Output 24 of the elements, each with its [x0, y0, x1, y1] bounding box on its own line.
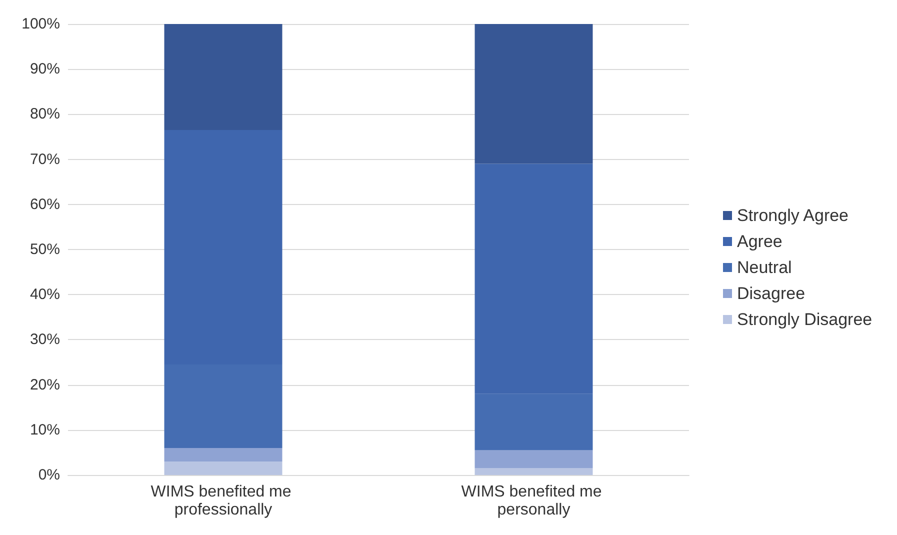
y-tick-label: 40%	[30, 286, 60, 304]
bar	[164, 448, 282, 462]
bar	[164, 461, 282, 475]
legend-label: Agree	[737, 232, 782, 251]
legend-label: Neutral	[737, 258, 792, 277]
y-tick-label: 30%	[30, 331, 60, 348]
y-tick-label: 80%	[30, 106, 60, 123]
x-tick-label: WIMS benefited me professionally	[150, 484, 296, 518]
legend-label: Disagree	[737, 284, 806, 303]
legend-label: Strongly Disagree	[737, 310, 872, 329]
bar	[474, 468, 593, 475]
y-tick-label: 60%	[30, 196, 60, 213]
y-tick-label: 10%	[30, 421, 60, 438]
bar	[474, 24, 593, 164]
y-tick-label: 50%	[30, 241, 60, 258]
y-tick-label: 90%	[30, 60, 60, 78]
y-tick-label: 20%	[30, 376, 60, 394]
x-tick-label: WIMS benefited me personally	[461, 484, 606, 518]
y-tick-label: 100%	[22, 16, 60, 32]
bar	[474, 450, 593, 468]
bar	[164, 24, 282, 130]
y-tick-label: 70%	[30, 150, 60, 168]
legend-label: Strongly Agree	[737, 206, 849, 225]
y-tick-label: 0%	[38, 466, 60, 484]
